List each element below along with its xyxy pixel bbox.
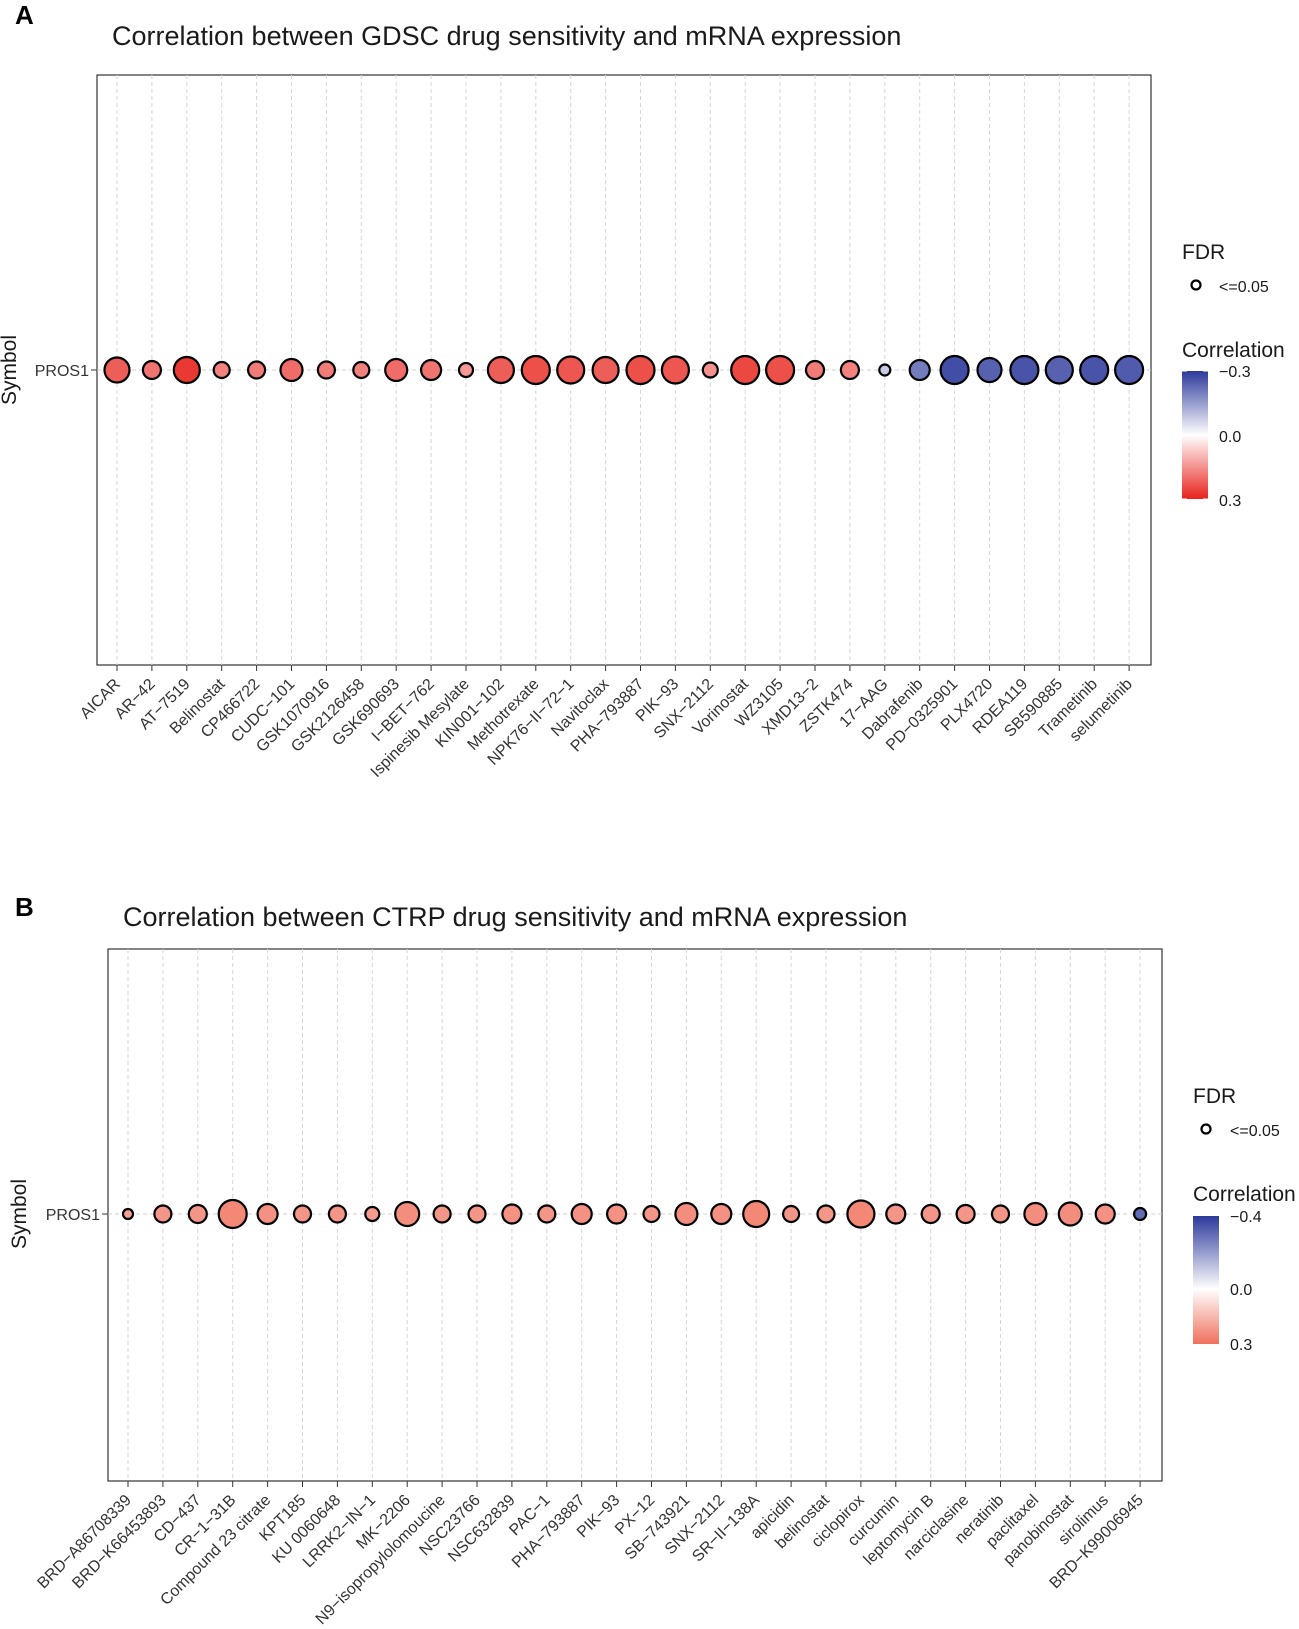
data-point-a-6 — [316, 360, 336, 380]
legend-color-tick-a-0: −0.3 — [1219, 364, 1251, 381]
panel-letter-b: B — [15, 892, 34, 922]
legend-color-tick-a-2: 0.3 — [1219, 493, 1241, 510]
data-point-b-15 — [642, 1204, 661, 1224]
legend-fdr-label-a: <=0.05 — [1219, 279, 1269, 296]
panel-a: A Correlation between GDSC drug sensitiv… — [0, 0, 1285, 781]
chart-title-a: Correlation between GDSC drug sensitivit… — [112, 21, 901, 51]
data-point-a-11 — [486, 355, 515, 385]
data-point-b-1 — [153, 1204, 173, 1224]
data-point-a-4 — [247, 360, 267, 380]
legend-color-tick-b-0: −0.4 — [1230, 1209, 1262, 1226]
data-point-b-11 — [501, 1203, 523, 1225]
data-point-a-25 — [976, 356, 1003, 384]
legend-colorbar-b — [1193, 1216, 1219, 1344]
legend-fdr-title-b: FDR — [1193, 1085, 1236, 1108]
data-point-b-25 — [990, 1204, 1011, 1224]
legend-color-tick-b-2: 0.3 — [1230, 1337, 1252, 1354]
points-b — [121, 1198, 1148, 1230]
data-point-b-14 — [605, 1203, 628, 1225]
data-point-a-13 — [556, 355, 586, 385]
data-point-b-9 — [432, 1204, 452, 1224]
data-point-b-3 — [217, 1198, 248, 1230]
data-point-a-23 — [908, 358, 931, 382]
data-point-b-28 — [1094, 1203, 1116, 1225]
data-point-b-20 — [816, 1204, 836, 1224]
data-point-b-5 — [292, 1204, 313, 1224]
y-tick-label-a: PROS1 — [35, 363, 89, 380]
legend-a: FDR <=0.05 Correlation −0.3 0.0 0.3 — [1182, 241, 1285, 510]
data-point-b-7 — [364, 1205, 381, 1223]
data-point-b-23 — [920, 1203, 941, 1225]
points-a — [103, 354, 1145, 386]
data-point-b-8 — [394, 1200, 421, 1228]
data-point-b-2 — [187, 1203, 208, 1225]
data-point-b-26 — [1023, 1201, 1048, 1227]
data-point-a-29 — [1113, 354, 1145, 386]
plot-area-b — [107, 948, 1163, 1482]
data-point-a-15 — [625, 354, 656, 386]
data-point-b-19 — [781, 1204, 801, 1224]
data-point-b-6 — [327, 1204, 347, 1224]
data-point-a-24 — [939, 354, 970, 386]
data-point-b-18 — [742, 1199, 771, 1229]
data-point-a-14 — [591, 355, 620, 385]
data-point-a-21 — [839, 359, 861, 381]
data-point-a-22 — [878, 363, 892, 377]
x-tick-labels-a: AICARAR−42AT−7519BelinostatCP466722CUDC−… — [77, 675, 1136, 780]
data-point-a-7 — [352, 360, 371, 380]
legend-fdr-symbol-b — [1200, 1123, 1212, 1135]
panel-letter-a: A — [15, 0, 34, 30]
data-point-b-24 — [955, 1203, 976, 1225]
data-point-a-27 — [1044, 355, 1074, 385]
data-point-b-13 — [570, 1202, 593, 1226]
y-axis-title-b: Symbol — [8, 1179, 31, 1249]
data-point-a-16 — [660, 355, 691, 385]
y-axis-title-a: Symbol — [0, 335, 21, 405]
legend-color-title-a: Correlation — [1182, 339, 1285, 362]
data-point-a-10 — [457, 361, 475, 379]
data-point-b-29 — [1132, 1206, 1148, 1222]
data-point-a-1 — [141, 359, 162, 381]
legend-fdr-label-b: <=0.05 — [1230, 1123, 1280, 1140]
data-point-a-20 — [804, 359, 826, 381]
data-point-b-10 — [467, 1204, 487, 1224]
legend-fdr-symbol-a — [1190, 279, 1202, 291]
y-tick-label-b: PROS1 — [46, 1207, 100, 1224]
data-point-a-26 — [1009, 354, 1040, 386]
legend-color-tick-a-1: 0.0 — [1219, 429, 1241, 446]
data-point-a-19 — [764, 354, 796, 386]
data-point-a-2 — [172, 355, 201, 385]
data-point-a-17 — [701, 361, 719, 379]
chart-title-b: Correlation between CTRP drug sensitivit… — [123, 902, 907, 932]
data-point-a-3 — [212, 360, 231, 380]
data-point-b-0 — [121, 1207, 135, 1221]
data-point-b-17 — [710, 1202, 733, 1226]
x-tick-labels-b: BRD−A86708339BRD−K66453893CD−437CR−1−31B… — [34, 1491, 1147, 1628]
data-point-b-27 — [1057, 1201, 1083, 1227]
data-point-a-8 — [384, 357, 409, 383]
legend-b: FDR <=0.05 Correlation −0.4 0.0 0.3 — [1193, 1085, 1296, 1354]
legend-color-title-b: Correlation — [1193, 1183, 1296, 1206]
legend-fdr-title-a: FDR — [1182, 241, 1225, 264]
data-point-b-22 — [885, 1203, 907, 1225]
data-point-a-9 — [420, 358, 443, 382]
legend-color-tick-b-1: 0.0 — [1230, 1282, 1252, 1299]
data-point-a-18 — [730, 354, 761, 386]
data-point-a-12 — [520, 354, 551, 386]
data-point-b-21 — [846, 1199, 876, 1229]
data-point-b-12 — [537, 1204, 557, 1224]
data-point-b-16 — [674, 1201, 699, 1227]
data-point-b-4 — [256, 1202, 279, 1226]
data-point-a-5 — [279, 357, 304, 383]
data-point-a-28 — [1079, 354, 1110, 386]
panel-b: B Correlation between CTRP drug sensitiv… — [8, 892, 1296, 1628]
data-point-a-0 — [103, 356, 131, 384]
